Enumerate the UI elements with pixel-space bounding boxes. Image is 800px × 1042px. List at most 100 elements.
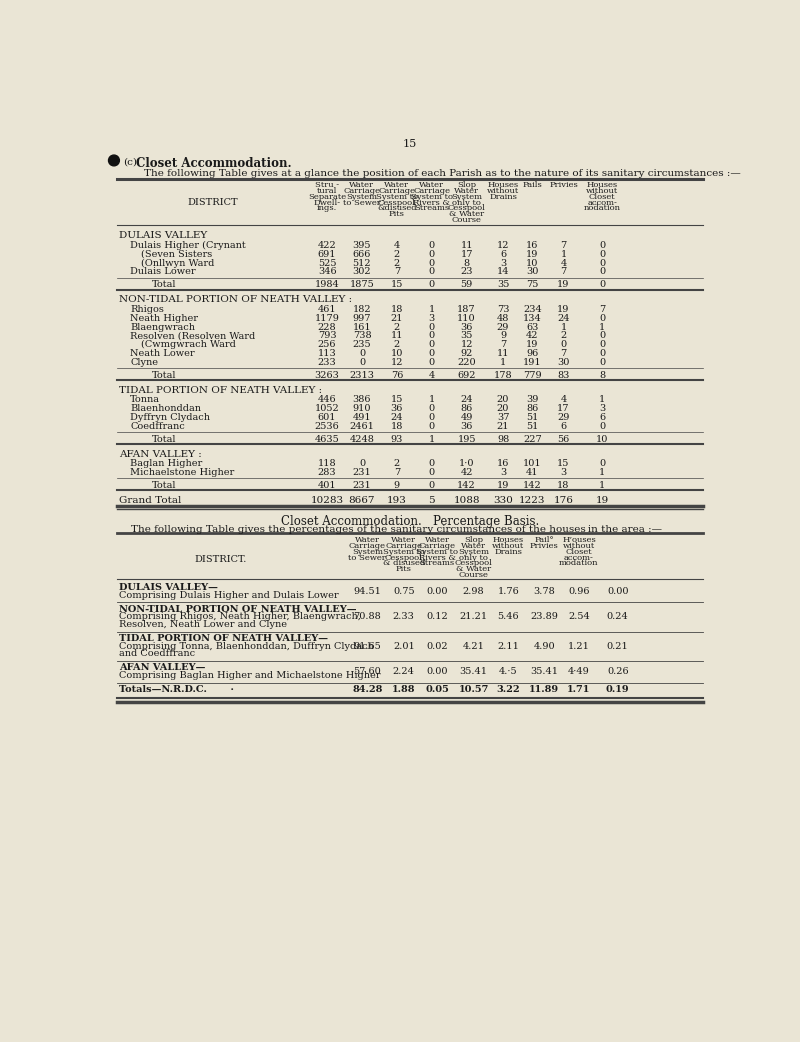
Text: 1.21: 1.21 <box>568 642 590 650</box>
Text: Dulais Higher (Crynant: Dulais Higher (Crynant <box>130 241 246 250</box>
Text: modation: modation <box>559 560 598 567</box>
Text: 691: 691 <box>318 250 336 258</box>
Text: Water: Water <box>384 181 410 190</box>
Text: 14: 14 <box>497 268 510 276</box>
Text: Closet: Closet <box>589 193 615 201</box>
Text: 0: 0 <box>429 268 434 276</box>
Text: 8667: 8667 <box>349 496 375 504</box>
Text: 9: 9 <box>394 480 400 490</box>
Text: Houses: Houses <box>493 537 524 544</box>
Text: 19: 19 <box>558 280 570 290</box>
Text: 24: 24 <box>460 395 473 404</box>
Text: 6: 6 <box>500 250 506 258</box>
Text: 0: 0 <box>560 341 566 349</box>
Text: Carriage: Carriage <box>418 542 456 550</box>
Text: 92: 92 <box>460 349 473 358</box>
Text: Streams: Streams <box>419 560 454 567</box>
Text: 2.11: 2.11 <box>498 642 519 650</box>
Text: 142: 142 <box>458 480 476 490</box>
Text: 1984: 1984 <box>314 280 339 290</box>
Text: 0.02: 0.02 <box>426 642 448 650</box>
Text: Water: Water <box>461 542 486 550</box>
Text: 0.00: 0.00 <box>426 667 448 676</box>
Text: 176: 176 <box>554 496 574 504</box>
Text: 41: 41 <box>526 468 538 477</box>
Text: 59: 59 <box>461 280 473 290</box>
Text: 0.05: 0.05 <box>425 685 449 694</box>
Text: 779: 779 <box>523 371 542 379</box>
Text: 0: 0 <box>599 358 606 367</box>
Text: Comprising Tonna, Blaenhonddan, Duffryn Clydach: Comprising Tonna, Blaenhonddan, Duffryn … <box>119 642 374 650</box>
Text: 346: 346 <box>318 268 336 276</box>
Text: 10: 10 <box>526 258 538 268</box>
Text: 0.00: 0.00 <box>607 587 629 596</box>
Text: 1: 1 <box>560 323 566 331</box>
Text: 1875: 1875 <box>350 280 374 290</box>
Text: 235: 235 <box>353 341 371 349</box>
Text: 1: 1 <box>429 395 435 404</box>
Text: System: System <box>352 548 383 555</box>
Text: 0: 0 <box>359 349 365 358</box>
Text: 1: 1 <box>429 305 435 314</box>
Text: 220: 220 <box>458 358 476 367</box>
Text: 0.12: 0.12 <box>426 613 448 621</box>
Text: 57.60: 57.60 <box>354 667 382 676</box>
Text: 19: 19 <box>595 496 609 504</box>
Text: Blaengwrach: Blaengwrach <box>130 323 195 331</box>
Text: 1052: 1052 <box>314 404 339 414</box>
Text: 0: 0 <box>429 258 434 268</box>
Text: System to: System to <box>383 548 425 555</box>
Text: 2: 2 <box>394 250 400 258</box>
Text: 6: 6 <box>599 413 606 422</box>
Text: 0: 0 <box>429 331 434 341</box>
Text: 48: 48 <box>497 314 509 323</box>
Text: Cesspool: Cesspool <box>448 204 486 213</box>
Text: Carriage: Carriage <box>343 187 381 195</box>
Text: 0.19: 0.19 <box>606 685 630 694</box>
Text: 118: 118 <box>318 460 336 468</box>
Text: Total: Total <box>152 435 177 444</box>
Text: 738: 738 <box>353 331 371 341</box>
Text: Water: Water <box>454 187 479 195</box>
Text: Neath Lower: Neath Lower <box>130 349 195 358</box>
Text: 10: 10 <box>596 435 608 444</box>
Text: 113: 113 <box>318 349 337 358</box>
Text: 1: 1 <box>599 323 606 331</box>
Text: 36: 36 <box>460 422 473 431</box>
Text: DULAIS VALLEY—: DULAIS VALLEY— <box>119 584 218 592</box>
Text: System: System <box>346 193 378 201</box>
Text: 0: 0 <box>359 358 365 367</box>
Text: 12: 12 <box>460 341 473 349</box>
Text: Slop: Slop <box>457 181 476 190</box>
Text: 3263: 3263 <box>314 371 339 379</box>
Text: TIDAL PORTION OF NEATH VALLEY—: TIDAL PORTION OF NEATH VALLEY— <box>119 634 328 643</box>
Text: 231: 231 <box>353 480 371 490</box>
Text: 110: 110 <box>458 314 476 323</box>
Text: Cesspool: Cesspool <box>378 199 416 206</box>
Text: 83: 83 <box>558 371 570 379</box>
Text: The following Table gives at a glance the position of each Parish as to the natu: The following Table gives at a glance th… <box>144 169 741 178</box>
Text: 401: 401 <box>318 480 336 490</box>
Text: 0: 0 <box>429 250 434 258</box>
Text: 3.22: 3.22 <box>497 685 520 694</box>
Text: 36: 36 <box>390 404 403 414</box>
Text: 1: 1 <box>429 435 435 444</box>
Text: 793: 793 <box>318 331 336 341</box>
Text: Total: Total <box>152 371 177 379</box>
Text: 0: 0 <box>599 241 606 250</box>
Text: accom-: accom- <box>587 199 617 206</box>
Text: 1.71: 1.71 <box>567 685 590 694</box>
Text: Dwell-: Dwell- <box>314 199 341 206</box>
Text: 0: 0 <box>429 241 434 250</box>
Text: 10283: 10283 <box>310 496 344 504</box>
Text: 18: 18 <box>390 422 403 431</box>
Text: Closet Accommodation.   Percentage Basis.: Closet Accommodation. Percentage Basis. <box>281 515 539 527</box>
Text: NON-TIDAL PORTION OF NEATH VALLEY—: NON-TIDAL PORTION OF NEATH VALLEY— <box>119 604 357 614</box>
Text: 86: 86 <box>526 404 538 414</box>
Text: 512: 512 <box>353 258 371 268</box>
Text: Pails: Pails <box>522 181 542 190</box>
Text: 15: 15 <box>403 139 417 149</box>
Text: 12: 12 <box>497 241 510 250</box>
Text: 35: 35 <box>497 280 509 290</box>
Text: only to: only to <box>459 553 488 562</box>
